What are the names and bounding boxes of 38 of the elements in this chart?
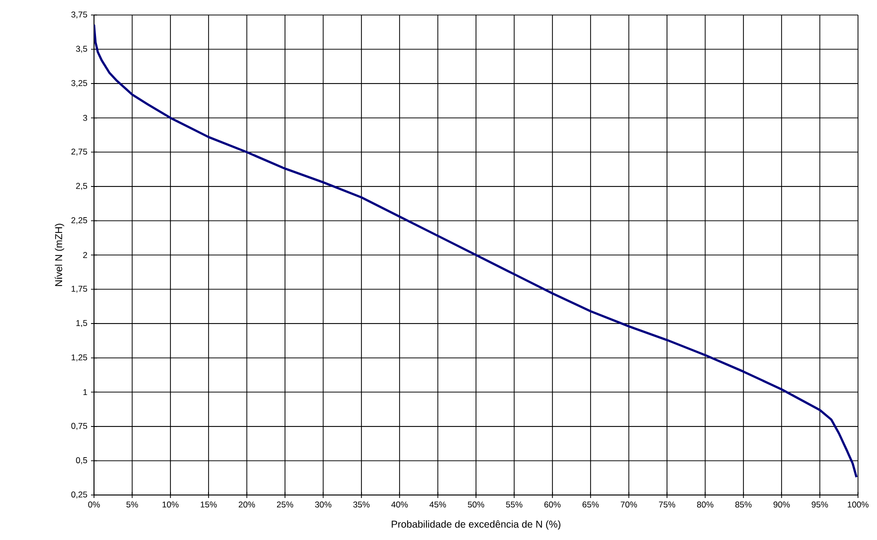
y-tick-label: 2 [83,252,88,258]
y-tick-label: 3,5 [76,46,88,53]
y-axis-title: Nível N (mZH) [54,224,64,286]
x-tick-label: 45% [430,502,446,508]
y-tick-label: 0,5 [76,457,88,464]
x-tick-label: 5% [126,502,138,508]
y-tick-label: 2,75 [71,148,88,156]
x-tick-label: 25% [276,502,294,508]
y-tick-label: 3,75 [71,12,88,18]
x-tick-label: 90% [774,502,790,508]
x-tick-label: 40% [391,502,408,508]
x-tick-label: 80% [697,502,714,508]
x-tick-label: 50% [468,502,484,508]
x-tick-label: 20% [238,502,255,508]
x-axis-title: Probabilidade de excedência de N (%) [392,520,560,530]
x-tick-label: 100% [848,502,869,508]
y-tick-label: 0,75 [71,422,88,430]
x-tick-label: 55% [506,502,522,508]
x-tick-label: 10% [162,502,179,508]
y-tick-label: 1,5 [76,320,88,328]
x-tick-label: 30% [315,502,332,508]
y-tick-label: 1 [83,389,88,396]
x-tick-label: 85% [735,502,752,508]
y-tick-label: 3 [83,114,88,121]
y-tick-label: 3,25 [71,80,88,88]
x-tick-label: 70% [620,502,637,508]
x-tick-label: 75% [658,502,676,508]
x-tick-label: 60% [544,502,561,508]
x-tick-label: 95% [812,502,828,508]
x-tick-label: 35% [353,502,370,508]
x-tick-label: 15% [200,502,217,508]
y-tick-label: 1,25 [72,354,88,362]
y-tick-label: 1,75 [72,286,88,293]
x-tick-label: 65% [582,502,599,508]
y-tick-label: 2,5 [76,182,88,190]
x-tick-label: 0% [88,502,100,508]
y-tick-label: 2,25 [71,217,88,224]
y-tick-label: 0,25 [71,492,88,498]
